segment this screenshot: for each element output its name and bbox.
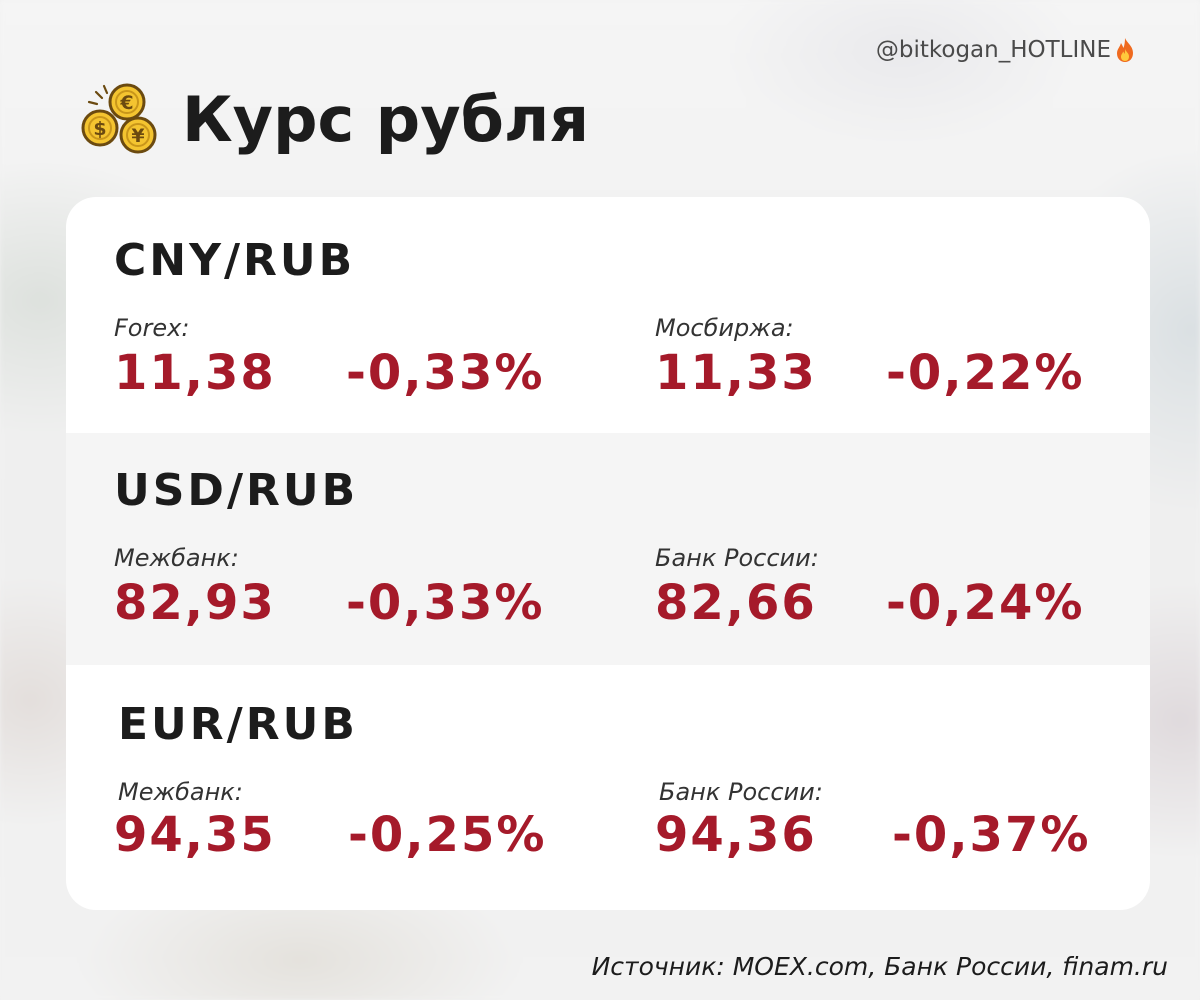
rate-change-right: -0,24% — [886, 575, 1085, 631]
rate-section-eur: EUR/RUB Межбанк: 94,35 -0,25% Банк Росси… — [66, 665, 1150, 910]
rate-change-right: -0,22% — [886, 345, 1085, 401]
pair-title: USD/RUB — [114, 465, 359, 516]
rate-value-left: 94,35 — [114, 807, 276, 863]
rate-value-right: 82,66 — [655, 575, 817, 631]
svg-text:¥: ¥ — [131, 125, 144, 147]
channel-handle-text: @bitkogan_HOTLINE — [875, 37, 1111, 63]
rate-value-left: 82,93 — [114, 575, 276, 631]
rates-card: CNY/RUB Forex: 11,38 -0,33% Мосбиржа: 11… — [66, 197, 1150, 910]
source-note: Источник: MOEX.com, Банк России, finam.r… — [591, 952, 1168, 981]
svg-text:$: $ — [93, 118, 106, 140]
rate-label-left: Межбанк: — [114, 544, 239, 572]
svg-text:€: € — [119, 92, 133, 114]
rate-value-right: 94,36 — [655, 807, 817, 863]
rate-change-left: -0,25% — [348, 807, 547, 863]
rate-section-usd: USD/RUB Межбанк: 82,93 -0,33% Банк Росси… — [66, 433, 1150, 665]
rate-section-cny: CNY/RUB Forex: 11,38 -0,33% Мосбиржа: 11… — [66, 197, 1150, 433]
rate-change-right: -0,37% — [892, 807, 1091, 863]
rate-label-left: Межбанк: — [118, 778, 243, 806]
flame-icon — [1117, 38, 1133, 62]
rate-change-left: -0,33% — [346, 575, 545, 631]
rate-label-right: Банк России: — [659, 778, 823, 806]
rate-value-left: 11,38 — [114, 345, 276, 401]
pair-title: EUR/RUB — [118, 699, 358, 750]
rate-label-left: Forex: — [114, 314, 190, 342]
rate-label-right: Мосбиржа: — [655, 314, 794, 342]
channel-handle: @bitkogan_HOTLINE — [826, 34, 1136, 66]
page-title: Курс рубля — [182, 83, 590, 156]
pair-title: CNY/RUB — [114, 235, 356, 286]
coins-icon: € $ ¥ — [81, 83, 157, 154]
rate-value-right: 11,33 — [655, 345, 817, 401]
rate-label-right: Банк России: — [655, 544, 819, 572]
rate-change-left: -0,33% — [346, 345, 545, 401]
